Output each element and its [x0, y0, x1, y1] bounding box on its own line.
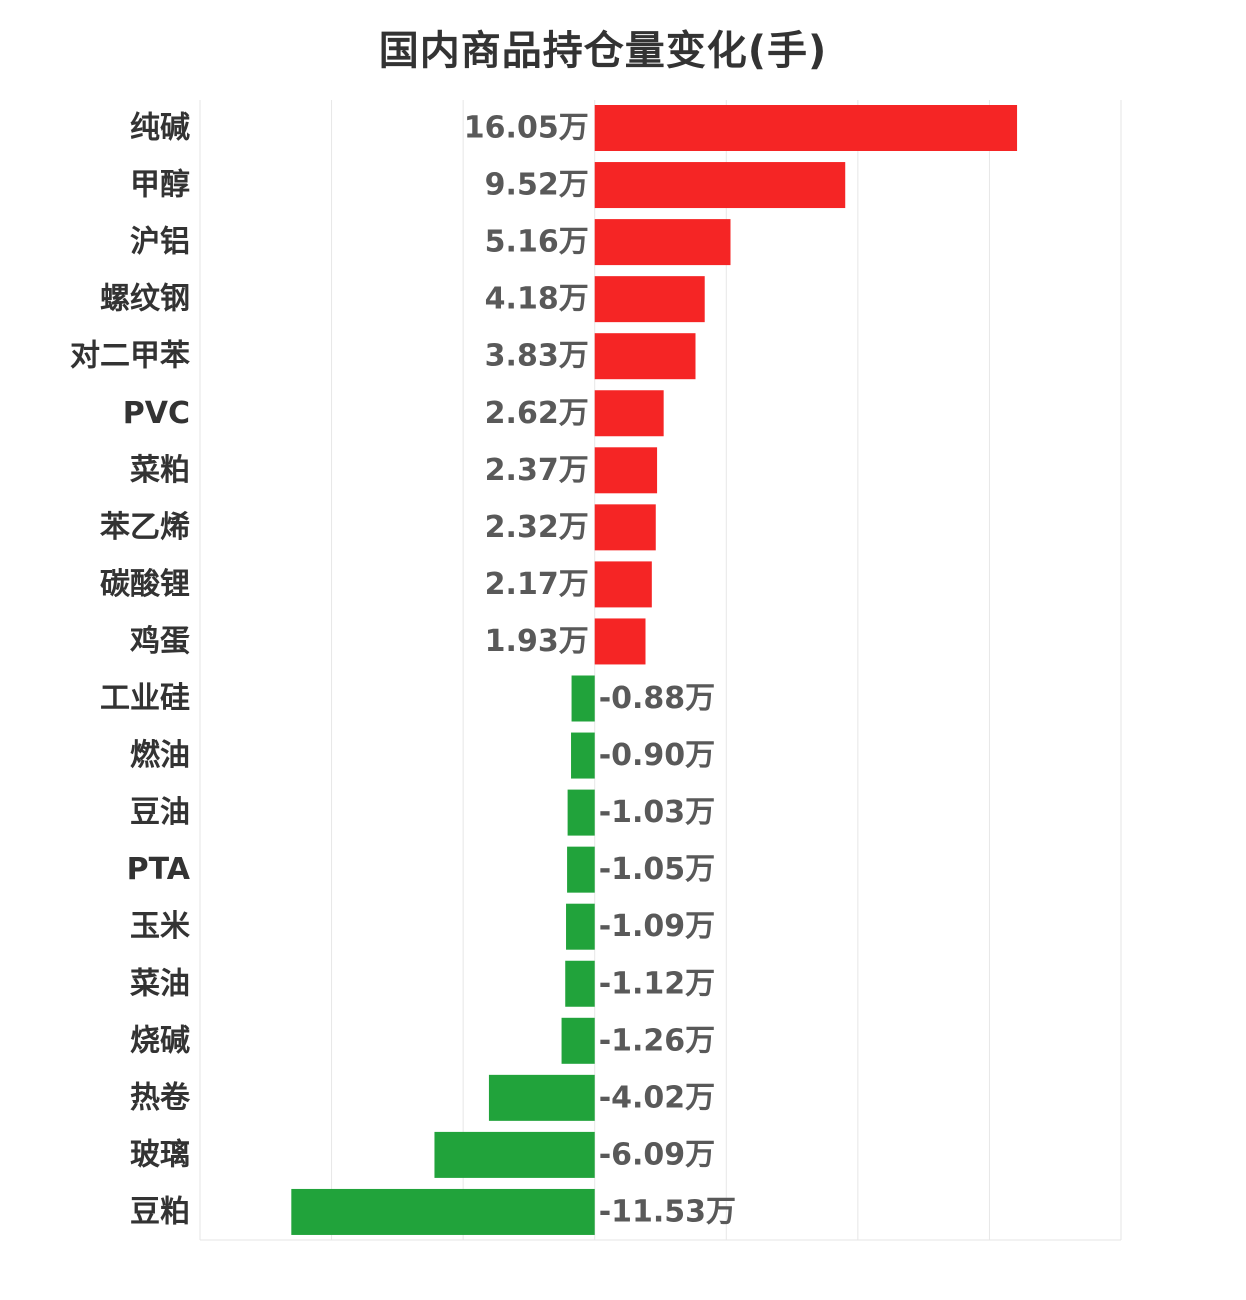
bar-2: [594, 162, 846, 209]
value-label: 4.18万: [485, 282, 589, 317]
bar-4: [594, 276, 705, 323]
bar-14: [567, 846, 595, 893]
chart-title: 国内商品持仓量变化(手): [378, 28, 828, 74]
bar-10: [594, 618, 646, 665]
value-label: -4.02万: [599, 1080, 715, 1115]
category-label: 烧碱: [130, 1023, 190, 1058]
value-label: -11.53万: [599, 1194, 736, 1229]
bar-6: [594, 390, 664, 437]
bar-18: [488, 1074, 595, 1121]
category-label: 燃油: [130, 738, 190, 773]
category-label: 苯乙烯: [100, 510, 190, 545]
value-label: -1.05万: [599, 852, 715, 887]
bar-17: [561, 1017, 595, 1064]
bar-3: [594, 219, 731, 266]
bar-7: [594, 447, 658, 494]
value-label: 2.17万: [485, 567, 589, 602]
bar-15: [566, 903, 595, 950]
category-label: 螺纹钢: [100, 282, 190, 317]
bar-8: [594, 504, 656, 551]
value-label: -0.90万: [599, 738, 715, 773]
category-label: 豆油: [130, 795, 190, 830]
value-label: -1.09万: [599, 909, 715, 944]
category-label: PVC: [123, 396, 190, 431]
value-label: 1.93万: [485, 624, 589, 659]
value-label: 2.62万: [485, 396, 589, 431]
category-label: 对二甲苯: [70, 339, 190, 374]
category-label: 玉米: [130, 909, 190, 944]
bar-19: [434, 1131, 595, 1178]
value-label: 2.32万: [485, 510, 589, 545]
bar-11: [571, 675, 595, 722]
value-label: 3.83万: [485, 339, 589, 374]
category-label: 菜粕: [130, 453, 190, 488]
bar-9: [594, 561, 652, 608]
category-label: 鸡蛋: [130, 624, 190, 659]
category-label: PTA: [127, 852, 191, 887]
value-label: -1.26万: [599, 1023, 715, 1058]
value-label: -1.03万: [599, 795, 715, 830]
category-label: 豆粕: [130, 1194, 190, 1229]
category-label: 菜油: [130, 966, 190, 1001]
bar-13: [567, 789, 595, 836]
value-label: 2.37万: [485, 453, 589, 488]
category-label: 玻璃: [130, 1137, 190, 1172]
category-label: 碳酸锂: [100, 567, 190, 602]
category-label: 甲醇: [130, 168, 190, 203]
value-label: -0.88万: [599, 681, 715, 716]
value-label: -6.09万: [599, 1137, 715, 1172]
category-label: 沪铝: [130, 225, 190, 260]
bar-12: [571, 732, 595, 779]
bar-16: [565, 960, 595, 1007]
category-label: 纯碱: [130, 111, 190, 146]
bar-5: [594, 333, 696, 380]
category-label: 工业硅: [100, 681, 190, 716]
value-label: 9.52万: [485, 168, 589, 203]
value-label: 16.05万: [464, 111, 589, 146]
value-label: 5.16万: [485, 225, 589, 260]
bar-1: [594, 105, 1018, 151]
bar-20: [291, 1188, 595, 1235]
category-label: 热卷: [130, 1080, 191, 1115]
value-label: -1.12万: [599, 966, 715, 1001]
